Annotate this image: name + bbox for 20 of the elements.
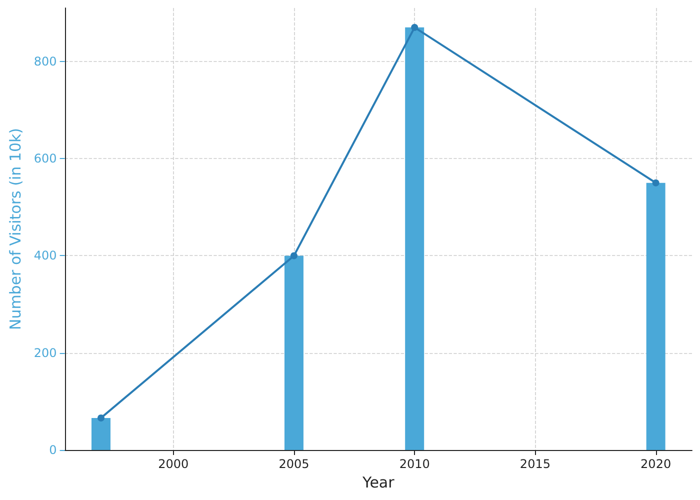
point [290,252,298,260]
y-tick-label: 0 [49,443,57,457]
y-tick-label: 600 [34,152,57,166]
x-tick-label: 2005 [278,457,310,471]
x-tick-label: 2015 [520,457,550,471]
bar [646,182,666,450]
point [411,24,418,31]
bar [284,256,304,450]
y-tick-label: 800 [34,54,57,68]
x-tick-label: 2000 [158,457,189,471]
y-axis-title: Number of Visitors (in 10k) [6,128,24,330]
y-tick-label: 200 [34,346,57,360]
point [97,414,104,422]
y-tick-label: 400 [34,248,57,263]
bar [91,418,110,450]
bar [405,27,424,450]
x-tick-label: 2010 [399,457,430,471]
point [652,179,660,186]
x-tick-label: 2020 [640,457,672,471]
x-axis-title: Year [362,473,396,492]
